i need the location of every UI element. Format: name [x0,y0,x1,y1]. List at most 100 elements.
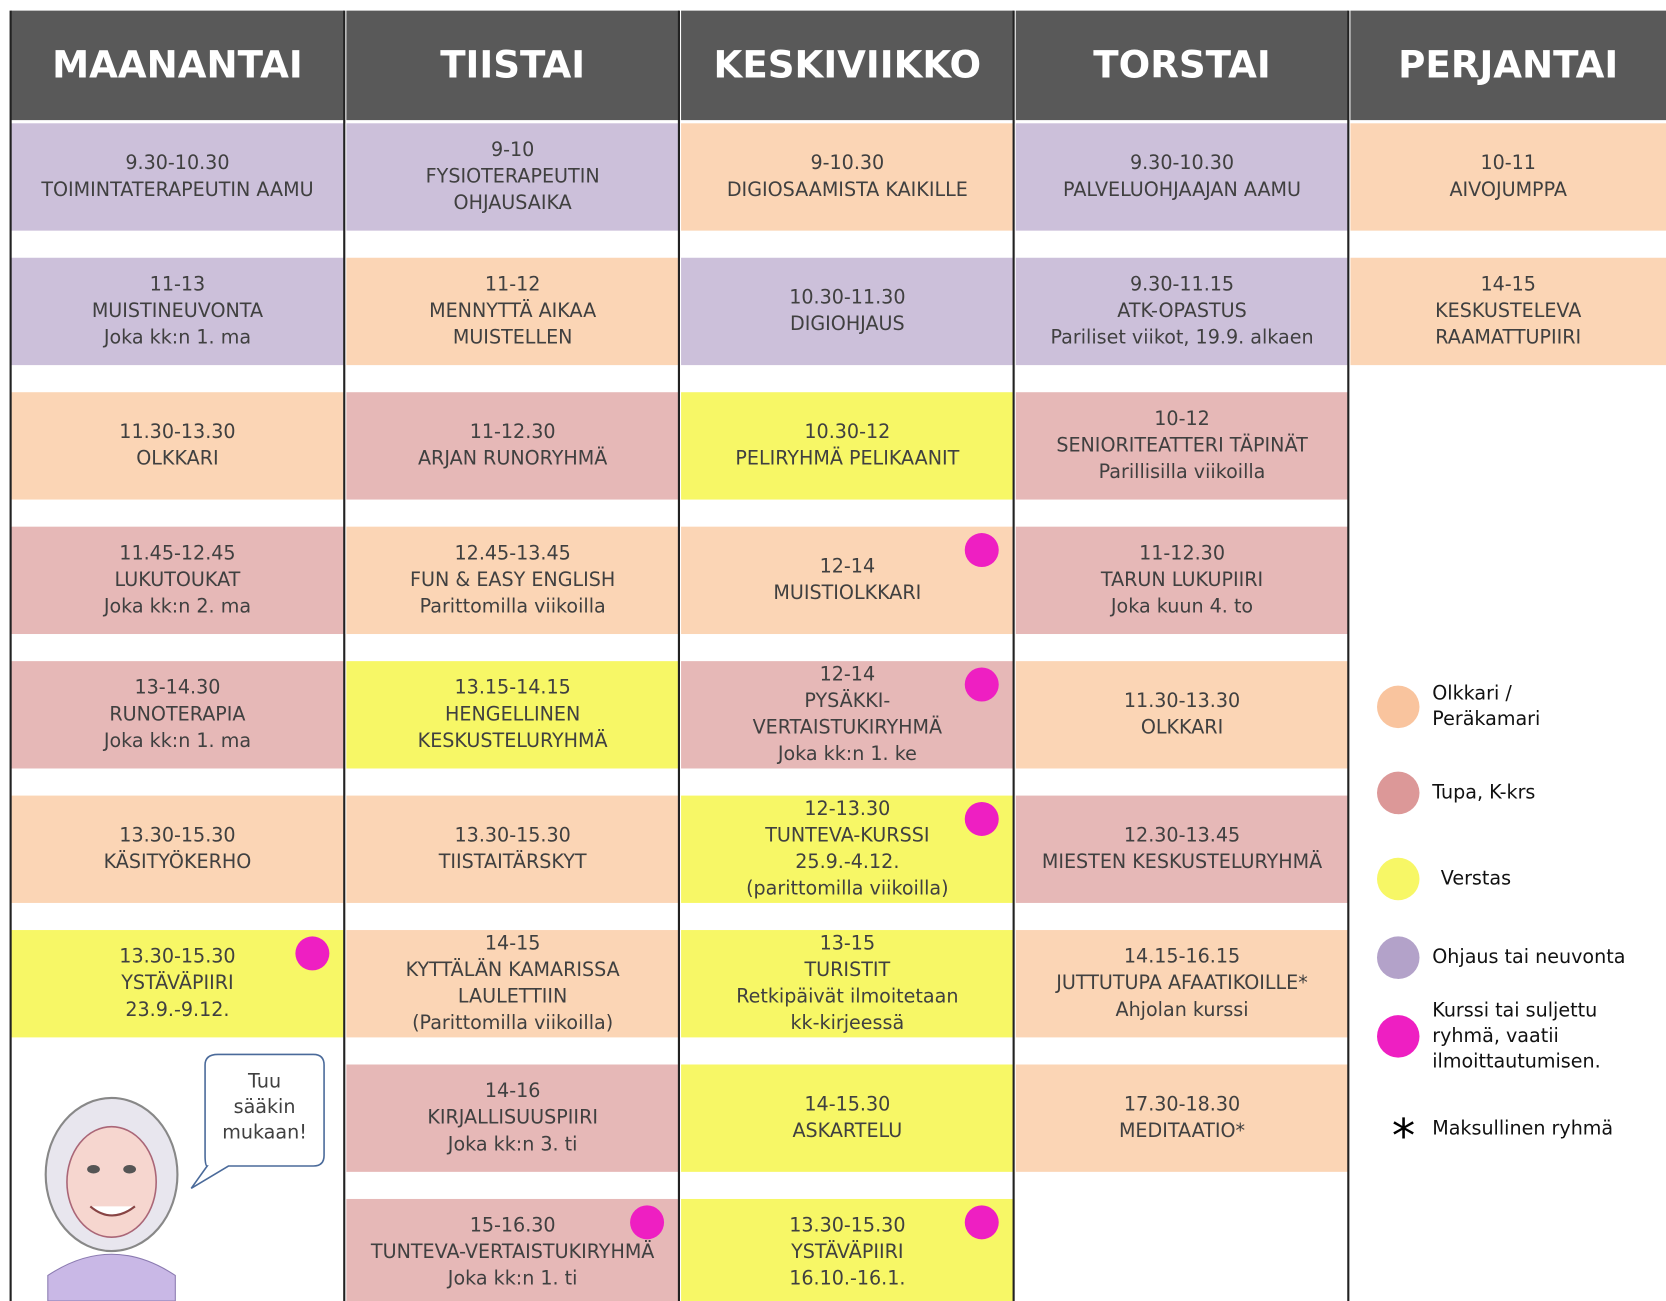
event-text: Pariliset viikot, 19.9. alkaen [1051,326,1314,349]
event-box [346,795,679,903]
event-box [681,795,1014,903]
event-text: Joka kk:n 1. ke [777,742,917,765]
event-text: 14.15-16.15 [1124,945,1240,968]
event-text: DIGIOSAAMISTA KAIKILLE [727,178,968,201]
event-box [681,526,1014,635]
event-text: Joka kk:n 3. ti [447,1132,578,1155]
day-header [346,10,679,121]
event-text: 12.30-13.45 [1124,823,1240,846]
event-box [346,257,679,366]
event-text: MENNYTTÄ AIKAA [429,299,596,322]
legend-label: ilmoittautumisen. [1432,1049,1600,1072]
event-text: 25.9.-4.12. [795,850,899,873]
event-text: 10-12 [1154,407,1210,430]
event-text: 11-12.30 [1139,541,1225,564]
event-box [346,392,679,500]
event-text: 9-10.30 [810,151,884,174]
event-text: KESKUSTELEVA [1435,299,1581,322]
event-text: Parittomilla viikoilla [420,594,606,617]
event-text: TOIMINTATERAPEUTIN AAMU [40,178,313,201]
day-header [10,10,345,121]
event-text: DIGIOHJAUS [790,312,905,335]
event-box [10,123,345,231]
course-dot [964,1205,999,1240]
event-box [10,795,345,903]
portrait [44,1096,179,1301]
legend-label: Maksullinen ryhmä [1432,1116,1613,1139]
event-text: LAULETTIIN [458,985,567,1008]
legend-label: Olkkari / [1432,682,1512,705]
event-text: (parittomilla viikoilla) [746,877,949,900]
event-box [10,257,345,366]
event-box [346,1064,679,1172]
event-box [346,661,679,769]
event-text: MIESTEN KESKUSTELURYHMÄ [1042,850,1322,873]
event-text: Joka kk:n 1. ma [103,729,251,752]
event-box [10,526,345,635]
day-name: TORSTAI [1093,42,1270,86]
event-box [1015,1064,1349,1172]
day-name: PERJANTAI [1398,42,1618,86]
event-text: 9.30-10.30 [125,151,229,174]
event-text: 11.30-13.30 [1124,689,1240,712]
legend-label: Ohjaus tai neuvonta [1432,945,1625,968]
event-text: TUNTEVA-KURSSI [764,823,929,846]
event-box [681,257,1014,366]
event-text: YSTÄVÄPIIRI [790,1240,903,1263]
event-text: PYSÄKKI- [804,689,890,712]
event-box [10,930,345,1038]
event-text: LUKUTOUKAT [115,568,241,591]
event-text: 11-13 [150,272,206,295]
event-text: 13.30-15.30 [789,1214,905,1237]
event-text: OHJAUSAIKA [454,191,572,214]
event-text: 17.30-18.30 [1124,1092,1240,1115]
event-text: ARJAN RUNORYHMÄ [418,447,607,470]
event-text: PELIRYHMÄ PELIKAANIT [735,447,959,470]
course-dot [630,1205,665,1240]
event-box [346,123,679,231]
event-text: OLKKARI [1141,716,1223,739]
course-dot [295,936,330,971]
course-dot [964,801,999,836]
event-text: TIISTAITÄRSKYT [438,850,587,873]
event-text: 14-16 [485,1079,541,1102]
event-text: 15-16.30 [470,1214,556,1237]
event-text: 10-11 [1480,151,1536,174]
event-text: MEDITAATIO* [1119,1119,1245,1142]
event-text: 10.30-12 [804,420,890,443]
event-box [1350,123,1666,231]
day-name: KESKIVIIKKO [714,42,982,86]
event-text: 9.30-11.15 [1130,272,1234,295]
event-box [681,930,1014,1038]
event-text: KYTTÄLÄN KAMARISSA [406,958,620,981]
event-text: KIRJALLISUUSPIIRI [427,1106,598,1129]
event-box [681,661,1014,769]
event-text: 13.30-15.30 [119,823,235,846]
event-text: Joka kuun 4. to [1110,594,1253,617]
event-box [681,123,1014,231]
day-name: TIISTAI [440,42,585,86]
event-box [10,392,345,500]
day-header [1350,10,1666,121]
event-text: YSTÄVÄPIIRI [120,971,233,994]
event-box [1015,257,1349,366]
event-text: AIVOJUMPPA [1449,178,1566,201]
event-text: 11-12 [485,272,541,295]
event-box [1015,526,1349,635]
legend-marker [1377,685,1420,729]
speech-text: mukaan! [222,1121,307,1144]
event-text: SENIORITEATTERI TÄPINÄT [1056,433,1308,456]
legend-marker [1377,857,1420,901]
event-text: VERTAISTUKIRYHMÄ [753,716,943,739]
event-text: 10.30-11.30 [789,286,905,309]
event-box [681,1198,1014,1301]
event-box [681,392,1014,500]
legend-symbol: * [1392,1110,1415,1164]
event-text: 11.45-12.45 [119,541,235,564]
event-text: 14-15.30 [804,1092,890,1115]
event-box [681,1064,1014,1172]
event-box [1015,123,1349,231]
event-text: 13.30-15.30 [119,945,235,968]
event-box [346,1198,679,1301]
